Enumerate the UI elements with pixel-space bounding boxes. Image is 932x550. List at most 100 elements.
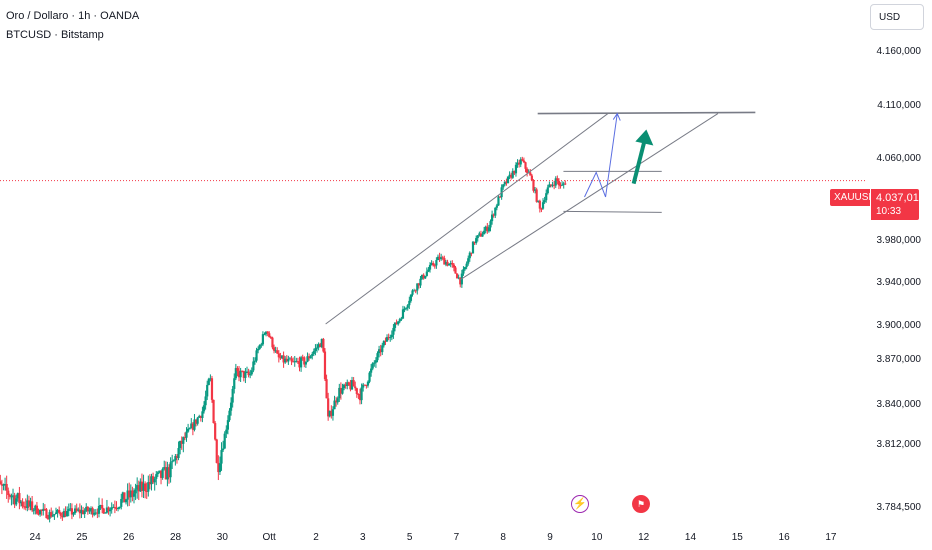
candle-body bbox=[67, 509, 70, 512]
candle-body bbox=[373, 362, 376, 364]
candle-body bbox=[228, 410, 231, 421]
x-tick-label: 12 bbox=[638, 532, 650, 543]
candle-body bbox=[38, 509, 42, 515]
candle-body bbox=[398, 319, 401, 322]
candle-body bbox=[48, 512, 51, 519]
candle-body bbox=[462, 269, 465, 274]
candle-body bbox=[8, 495, 11, 497]
candle-body bbox=[120, 498, 123, 507]
candle-body bbox=[390, 334, 393, 338]
candle-body bbox=[46, 518, 50, 520]
candle-body bbox=[545, 193, 548, 201]
candle-body bbox=[309, 356, 312, 359]
candle-body bbox=[69, 508, 72, 510]
candle-body bbox=[261, 334, 265, 345]
candle-body bbox=[19, 501, 23, 504]
candle-body bbox=[293, 361, 296, 363]
candle-body bbox=[518, 162, 521, 165]
last-price-tag: 4.037,010 10:33 bbox=[871, 189, 925, 220]
candle-body bbox=[62, 511, 66, 518]
candle-body bbox=[56, 509, 59, 513]
candle-body bbox=[139, 481, 142, 492]
candle-body bbox=[209, 378, 212, 380]
candle-body bbox=[264, 331, 268, 335]
candle-body bbox=[253, 360, 257, 362]
candle-body bbox=[444, 261, 448, 265]
candle-body bbox=[179, 440, 182, 449]
candle-body bbox=[177, 448, 180, 458]
candle-body bbox=[323, 351, 327, 380]
candle-body bbox=[123, 492, 126, 503]
currency-button[interactable]: USD bbox=[870, 4, 924, 30]
candle-body bbox=[551, 184, 554, 186]
candle-body bbox=[0, 481, 2, 485]
candle-body bbox=[352, 380, 355, 387]
y-tick-label: 3.900,000 bbox=[877, 320, 922, 331]
candle-body bbox=[81, 510, 85, 514]
candlestick-series bbox=[0, 156, 567, 523]
candle-body bbox=[2, 484, 5, 486]
x-axis[interactable]: 24 25 26 28 30 Ott 2 3 5 7 8 9 10 12 14 15 16 17 bbox=[30, 532, 837, 543]
candle-body bbox=[148, 482, 152, 485]
candle-body bbox=[430, 263, 433, 265]
y-tick-label: 3.980,000 bbox=[877, 235, 922, 246]
candle-body bbox=[284, 358, 287, 363]
candle-body bbox=[554, 178, 557, 186]
candle-body bbox=[317, 344, 320, 348]
candle-body bbox=[242, 370, 245, 378]
candle-body bbox=[31, 501, 34, 511]
target-arrow-shaft bbox=[631, 136, 648, 185]
candle-body bbox=[43, 508, 46, 510]
candle-body bbox=[476, 235, 479, 239]
candle-body bbox=[562, 183, 565, 185]
candle-body bbox=[252, 361, 255, 371]
candle-body bbox=[222, 448, 225, 451]
y-axis[interactable]: 4.160,000 4.110,000 4.060,000 3.980,000 3.94… bbox=[877, 46, 922, 513]
candle-body bbox=[54, 512, 58, 515]
candle-body bbox=[263, 334, 266, 336]
candle-body bbox=[494, 207, 497, 216]
candle-body bbox=[296, 361, 300, 363]
candle-body bbox=[187, 428, 190, 432]
candle-body bbox=[226, 420, 229, 430]
candle-body bbox=[315, 347, 319, 349]
candle-body bbox=[185, 431, 188, 438]
candle-body bbox=[201, 411, 204, 418]
candle-body bbox=[438, 256, 441, 260]
x-tick-label: 15 bbox=[732, 532, 744, 543]
candle-body bbox=[204, 396, 207, 406]
candle-body bbox=[199, 416, 202, 418]
candle-body bbox=[132, 493, 136, 497]
candle-body bbox=[66, 511, 69, 517]
candle-body bbox=[5, 483, 8, 491]
us-flag-icon[interactable]: ⚑ bbox=[632, 495, 650, 513]
candle-body bbox=[416, 283, 419, 291]
candle-body bbox=[0, 484, 3, 486]
candle-body bbox=[172, 460, 175, 462]
candle-body bbox=[59, 512, 62, 516]
x-tick-label: 25 bbox=[76, 532, 88, 543]
candle-body bbox=[167, 467, 171, 478]
candle-body bbox=[210, 378, 214, 400]
candle-body bbox=[104, 512, 107, 514]
candle-body bbox=[529, 172, 532, 176]
x-tick-label: 26 bbox=[123, 532, 135, 543]
candle-body bbox=[357, 394, 360, 396]
candle-body bbox=[161, 468, 164, 478]
candle-body bbox=[35, 505, 39, 514]
candle-body bbox=[540, 208, 543, 210]
drawing-layer[interactable] bbox=[325, 111, 756, 325]
candle-body bbox=[72, 513, 75, 515]
y-tick-label: 4.060,000 bbox=[877, 153, 922, 164]
candle-body bbox=[115, 508, 118, 510]
candle-body bbox=[559, 185, 562, 187]
candle-body bbox=[301, 357, 304, 359]
candle-body bbox=[561, 184, 564, 186]
candle-body bbox=[557, 180, 561, 186]
candle-body bbox=[290, 358, 293, 362]
lightning-icon[interactable]: ⚡ bbox=[571, 495, 589, 513]
candle-body bbox=[166, 467, 169, 480]
candle-body bbox=[535, 189, 538, 202]
candle-body bbox=[269, 337, 272, 339]
